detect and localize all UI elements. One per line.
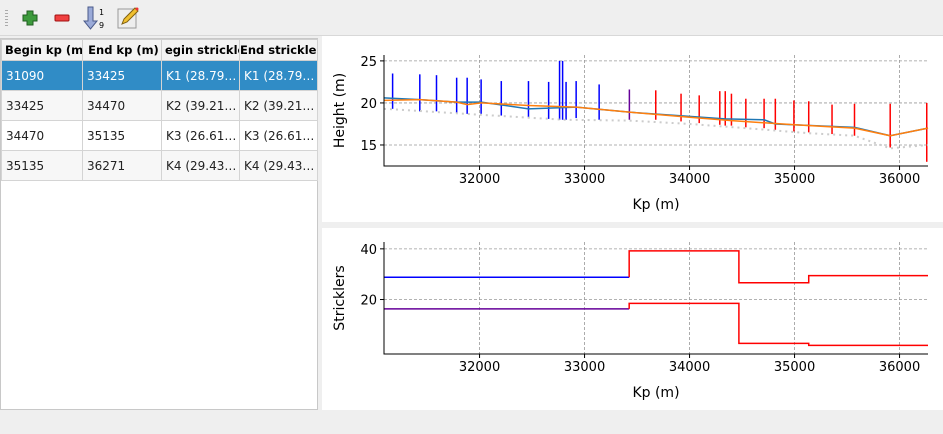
series-line-1 [383, 98, 929, 137]
x-axis-label: Kp (m) [632, 385, 679, 401]
strickler-plot[interactable]: 32000 33000 34000 35000 36000 20 40 Kp (m) Stric… [322, 228, 943, 410]
table-cell[interactable]: 35135 [1, 150, 83, 181]
y-tick-label: 20 [360, 97, 377, 112]
table-cell[interactable]: 33425 [82, 60, 162, 91]
table-row[interactable]: 33425 34470 K2 (39.21… K2 (39.21… [1, 90, 318, 121]
y-axis-label: Stricklers [332, 265, 348, 330]
table-cell[interactable]: K3 (26.61… [239, 120, 318, 151]
table-cell[interactable]: K1 (28.79… [161, 60, 240, 91]
table-cell[interactable]: 31090 [1, 60, 83, 91]
remove-row-button[interactable] [49, 5, 75, 31]
table-cell[interactable]: K2 (39.21… [161, 90, 240, 121]
table-row[interactable]: 31090 33425 K1 (28.79… K1 (28.79… [1, 60, 318, 91]
table-cell[interactable]: 35135 [82, 120, 162, 151]
table-cell[interactable]: K4 (29.43… [239, 150, 318, 181]
reach-table-panel: Begin kp (m) End kp (m) egin strickle En… [0, 38, 318, 410]
x-tick-label: 36000 [879, 360, 920, 375]
status-bar [0, 412, 943, 434]
table-cell[interactable]: 36271 [82, 150, 162, 181]
series-line-1 [628, 250, 928, 284]
x-tick-label: 32000 [459, 360, 500, 375]
column-header-begin-kp[interactable]: Begin kp (m) [1, 39, 83, 61]
x-tick-label: 33000 [564, 172, 605, 187]
y-tick-label: 15 [360, 139, 377, 154]
edit-button[interactable] [115, 5, 141, 31]
svg-text:1: 1 [99, 8, 104, 17]
x-tick-label: 34000 [669, 360, 710, 375]
table-cell[interactable]: 34470 [1, 120, 83, 151]
toolbar-grip[interactable] [5, 10, 8, 28]
minus-icon [54, 14, 70, 22]
plus-icon [22, 10, 38, 26]
svg-text:9: 9 [99, 21, 104, 30]
x-tick-label: 34000 [669, 172, 710, 187]
y-tick-label: 20 [360, 294, 377, 309]
x-axis-label: Kp (m) [632, 197, 679, 213]
x-tick-label: 33000 [564, 360, 605, 375]
column-header-begin-strickler[interactable]: egin strickle [161, 39, 240, 61]
strickler-table: Begin kp (m) End kp (m) egin strickle En… [1, 39, 318, 181]
series-line-3 [628, 302, 928, 347]
sort-numeric-icon: 19 [83, 6, 104, 30]
table-cell[interactable]: K3 (26.61… [161, 120, 240, 151]
y-axis-label: Height (m) [332, 73, 348, 148]
height-profile-plot[interactable]: 32000 33000 34000 35000 36000 15 20 25 Kp (m) Hei… [322, 36, 943, 222]
axes-frame [383, 242, 928, 355]
add-row-button[interactable] [17, 5, 43, 31]
table-cell[interactable]: 34470 [82, 90, 162, 121]
y-tick-label: 25 [360, 55, 377, 70]
table-row[interactable]: 34470 35135 K3 (26.61… K3 (26.61… [1, 120, 318, 151]
x-tick-label: 35000 [774, 172, 815, 187]
column-header-end-kp[interactable]: End kp (m) [82, 39, 162, 61]
table-cell[interactable]: K2 (39.21… [239, 90, 318, 121]
table-cell[interactable]: K1 (28.79… [239, 60, 318, 91]
x-tick-label: 36000 [879, 172, 920, 187]
column-header-end-strickler[interactable]: End strickler [239, 39, 318, 61]
edit-note-icon [117, 7, 139, 29]
y-tick-label: 40 [360, 243, 377, 258]
table-row[interactable]: 35135 36271 K4 (29.43… K4 (29.43… [1, 150, 318, 181]
axes-frame [383, 55, 928, 167]
x-tick-label: 32000 [459, 172, 500, 187]
table-cell[interactable]: K4 (29.43… [161, 150, 240, 181]
table-cell[interactable]: 33425 [1, 90, 83, 121]
x-tick-label: 35000 [774, 360, 815, 375]
